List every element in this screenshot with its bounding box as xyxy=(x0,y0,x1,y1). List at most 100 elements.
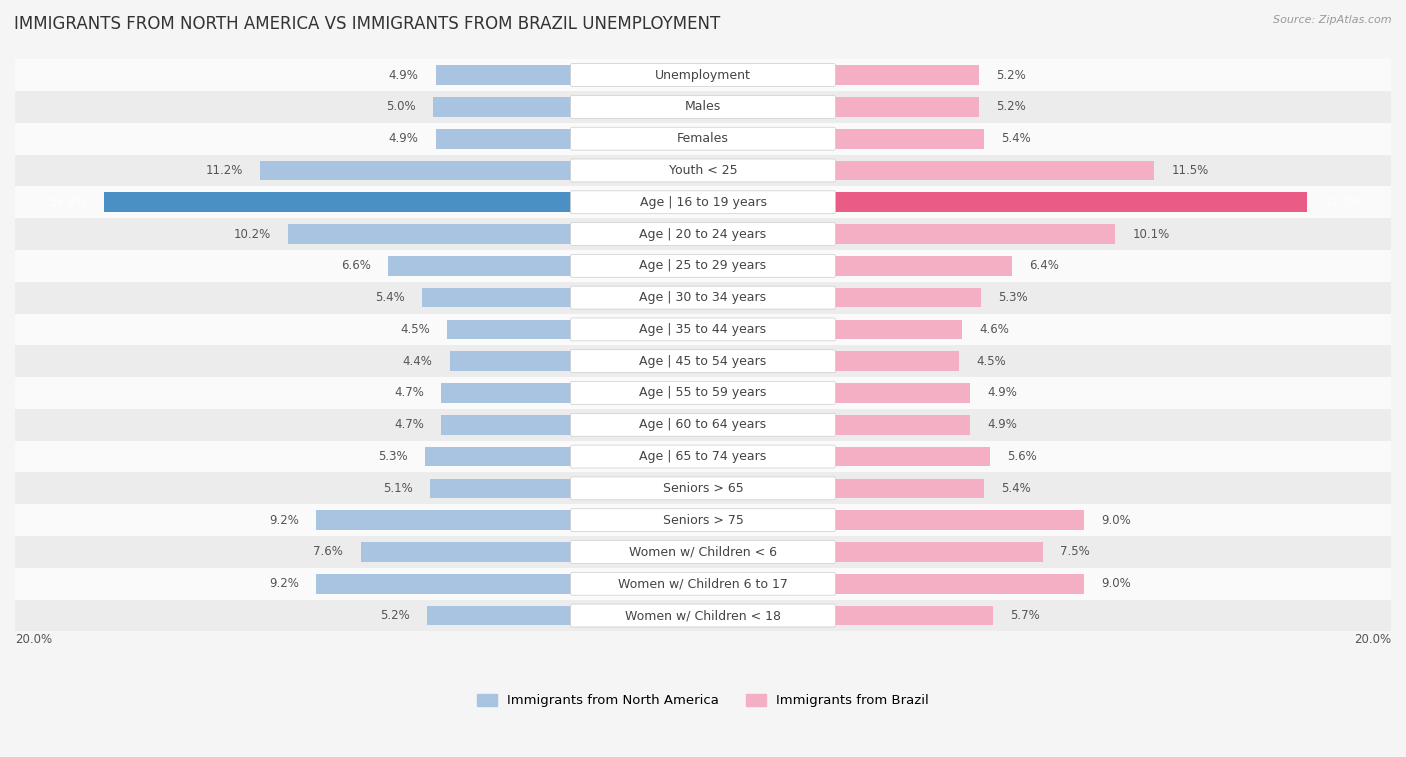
Bar xyxy=(15,313,1391,345)
Bar xyxy=(288,224,572,244)
Text: Seniors > 75: Seniors > 75 xyxy=(662,514,744,527)
Bar xyxy=(834,319,962,339)
Text: 10.1%: 10.1% xyxy=(1132,228,1170,241)
FancyBboxPatch shape xyxy=(571,572,835,595)
Bar xyxy=(834,97,979,117)
Text: 20.0%: 20.0% xyxy=(15,633,52,646)
Text: 5.3%: 5.3% xyxy=(378,450,408,463)
FancyBboxPatch shape xyxy=(571,509,835,531)
Bar xyxy=(834,542,1043,562)
Bar xyxy=(15,441,1391,472)
FancyBboxPatch shape xyxy=(571,477,835,500)
Text: 7.6%: 7.6% xyxy=(314,546,343,559)
Text: 9.2%: 9.2% xyxy=(269,514,298,527)
Bar xyxy=(834,574,1084,593)
Bar xyxy=(15,91,1391,123)
Bar xyxy=(834,415,970,435)
Bar xyxy=(15,409,1391,441)
Text: Age | 16 to 19 years: Age | 16 to 19 years xyxy=(640,196,766,209)
FancyBboxPatch shape xyxy=(571,318,835,341)
Bar xyxy=(15,536,1391,568)
FancyBboxPatch shape xyxy=(571,127,835,150)
Text: 5.1%: 5.1% xyxy=(384,482,413,495)
Bar xyxy=(436,129,572,148)
Bar xyxy=(834,192,1308,212)
Text: 9.0%: 9.0% xyxy=(1102,514,1132,527)
Text: 5.4%: 5.4% xyxy=(1001,132,1031,145)
Text: 17.0%: 17.0% xyxy=(1324,196,1362,209)
Text: 4.5%: 4.5% xyxy=(399,323,430,336)
Bar xyxy=(104,192,572,212)
Bar xyxy=(834,606,993,625)
Bar xyxy=(441,415,572,435)
Bar xyxy=(834,224,1115,244)
Bar xyxy=(260,160,572,180)
Bar xyxy=(15,600,1391,631)
Text: Age | 20 to 24 years: Age | 20 to 24 years xyxy=(640,228,766,241)
Text: Seniors > 65: Seniors > 65 xyxy=(662,482,744,495)
Bar xyxy=(360,542,572,562)
Text: 11.5%: 11.5% xyxy=(1171,164,1209,177)
Text: 5.6%: 5.6% xyxy=(1007,450,1036,463)
Text: Age | 55 to 59 years: Age | 55 to 59 years xyxy=(640,387,766,400)
Text: 5.4%: 5.4% xyxy=(375,291,405,304)
Text: Age | 25 to 29 years: Age | 25 to 29 years xyxy=(640,260,766,273)
Bar xyxy=(834,383,970,403)
Bar xyxy=(834,129,984,148)
Bar xyxy=(15,282,1391,313)
FancyBboxPatch shape xyxy=(571,350,835,372)
Text: Males: Males xyxy=(685,101,721,114)
Text: 20.0%: 20.0% xyxy=(1354,633,1391,646)
FancyBboxPatch shape xyxy=(571,191,835,213)
FancyBboxPatch shape xyxy=(571,413,835,436)
Bar xyxy=(15,186,1391,218)
Bar xyxy=(15,250,1391,282)
Bar xyxy=(15,154,1391,186)
Text: 10.2%: 10.2% xyxy=(233,228,271,241)
Bar xyxy=(427,606,572,625)
Bar xyxy=(834,65,979,85)
Bar xyxy=(834,351,959,371)
Bar xyxy=(15,377,1391,409)
Bar xyxy=(450,351,572,371)
Bar xyxy=(316,574,572,593)
Text: 9.0%: 9.0% xyxy=(1102,578,1132,590)
Text: 7.5%: 7.5% xyxy=(1060,546,1090,559)
Text: IMMIGRANTS FROM NORTH AMERICA VS IMMIGRANTS FROM BRAZIL UNEMPLOYMENT: IMMIGRANTS FROM NORTH AMERICA VS IMMIGRA… xyxy=(14,15,720,33)
Bar xyxy=(425,447,572,466)
Bar xyxy=(834,288,981,307)
Text: Age | 45 to 54 years: Age | 45 to 54 years xyxy=(640,355,766,368)
Text: 4.4%: 4.4% xyxy=(402,355,433,368)
Bar xyxy=(430,478,572,498)
Bar xyxy=(15,218,1391,250)
Bar xyxy=(441,383,572,403)
Bar xyxy=(15,504,1391,536)
Text: 9.2%: 9.2% xyxy=(269,578,298,590)
FancyBboxPatch shape xyxy=(571,540,835,563)
Text: 5.3%: 5.3% xyxy=(998,291,1028,304)
Text: Women w/ Children < 18: Women w/ Children < 18 xyxy=(626,609,780,622)
Bar xyxy=(15,59,1391,91)
Bar xyxy=(15,345,1391,377)
Text: 4.5%: 4.5% xyxy=(976,355,1007,368)
Bar xyxy=(15,123,1391,154)
FancyBboxPatch shape xyxy=(571,445,835,468)
Bar xyxy=(834,478,984,498)
Text: 4.7%: 4.7% xyxy=(394,387,425,400)
Text: 16.8%: 16.8% xyxy=(49,196,87,209)
Text: 11.2%: 11.2% xyxy=(205,164,243,177)
Text: Source: ZipAtlas.com: Source: ZipAtlas.com xyxy=(1274,15,1392,25)
FancyBboxPatch shape xyxy=(571,254,835,277)
Text: Females: Females xyxy=(678,132,728,145)
Text: Age | 65 to 74 years: Age | 65 to 74 years xyxy=(640,450,766,463)
Bar xyxy=(834,256,1012,276)
Text: Age | 60 to 64 years: Age | 60 to 64 years xyxy=(640,419,766,431)
Text: Unemployment: Unemployment xyxy=(655,69,751,82)
Text: Youth < 25: Youth < 25 xyxy=(669,164,737,177)
Bar xyxy=(834,160,1154,180)
Text: 5.2%: 5.2% xyxy=(381,609,411,622)
Text: 5.4%: 5.4% xyxy=(1001,482,1031,495)
Text: 4.7%: 4.7% xyxy=(394,419,425,431)
Text: Age | 30 to 34 years: Age | 30 to 34 years xyxy=(640,291,766,304)
Text: 4.9%: 4.9% xyxy=(987,419,1018,431)
